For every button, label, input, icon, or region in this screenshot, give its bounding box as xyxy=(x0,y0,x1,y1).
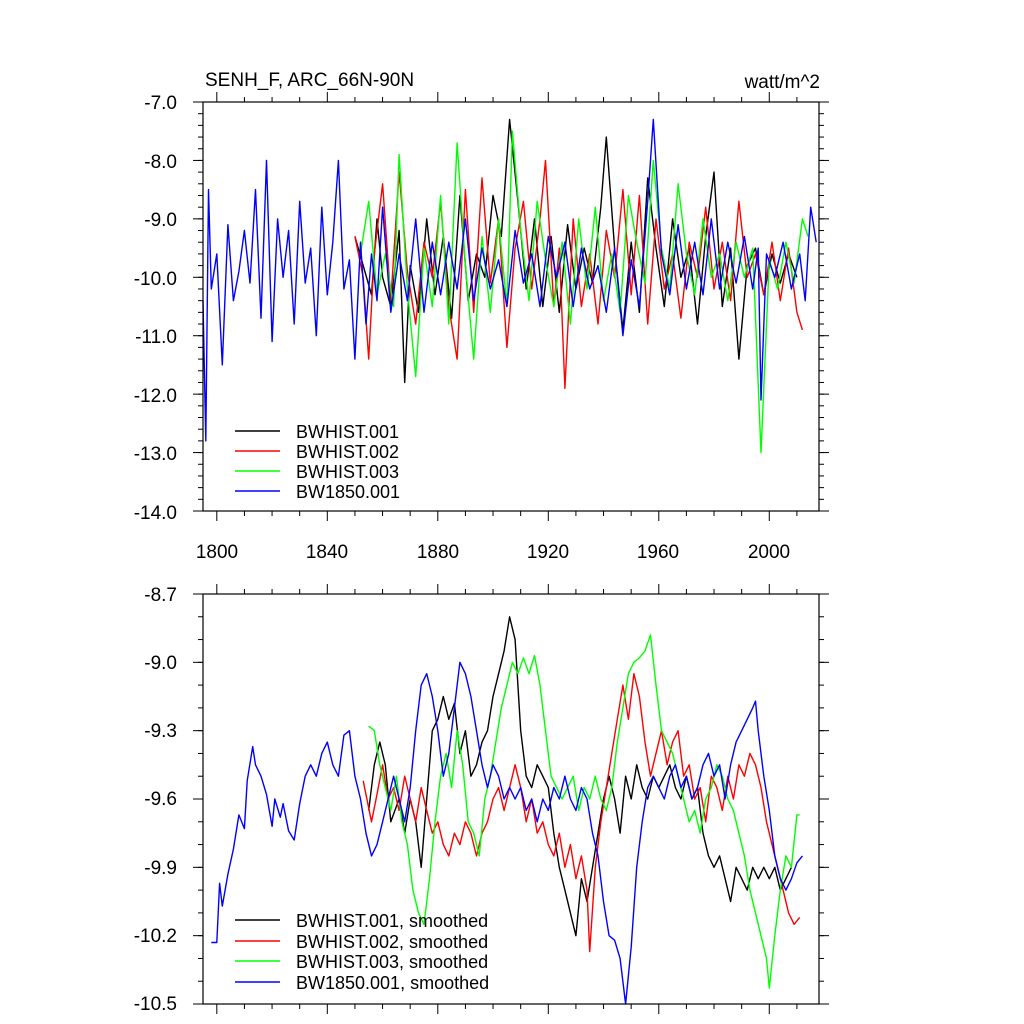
bottom-axis-ticks xyxy=(193,584,829,1014)
top-y-tick-label: -8.0 xyxy=(144,152,177,173)
top-y-tick-label: -13.0 xyxy=(134,444,177,465)
legend-label-bwhist-002: BWHIST.002 xyxy=(296,442,399,462)
x-tick-label: 1840 xyxy=(306,542,348,563)
legend-label-bwhist-001-smoothed: BWHIST.001, smoothed xyxy=(296,911,488,931)
bottom-plot-frame xyxy=(202,593,820,1005)
top-plot-frame xyxy=(202,101,820,512)
bottom-y-tick-label: -9.0 xyxy=(144,653,177,674)
top-y-tick-label: -7.0 xyxy=(144,93,177,114)
top-series-group xyxy=(202,118,817,454)
series-line-bwhist-003-smoothed xyxy=(368,634,800,989)
top-legend: BWHIST.001 BWHIST.002 BWHIST.003 BW1850.… xyxy=(235,422,400,502)
bottom-series-group xyxy=(211,616,803,1005)
top-y-tick-labels: -7.0 -8.0 -9.0 -10.0 -11.0 -12.0 -13.0 -… xyxy=(134,93,177,524)
series-line-bwhist-002 xyxy=(354,159,804,389)
series-line-bwhist-002-smoothed xyxy=(362,673,801,953)
top-axis-ticks xyxy=(193,92,829,521)
top-panel: SENH_F, ARC_66N-90N watt/m^2 -7.0 -8.0 -… xyxy=(134,70,829,563)
legend-label-bw1850-001-smoothed: BW1850.001, smoothed xyxy=(296,973,489,993)
bottom-y-tick-label: -8.7 xyxy=(144,585,177,606)
legend-label-bwhist-003-smoothed: BWHIST.003, smoothed xyxy=(296,952,488,972)
bottom-y-tick-label: -9.3 xyxy=(144,721,177,742)
legend-label-bw1850-001: BW1850.001 xyxy=(296,482,400,502)
top-y-tick-label: -12.0 xyxy=(134,386,177,407)
x-tick-label: 1960 xyxy=(637,542,679,563)
series-line-bw1850-001 xyxy=(202,118,817,442)
bottom-panel: -8.7 -9.0 -9.3 -9.6 -9.9 -10.2 -10.5 BWH… xyxy=(134,584,829,1015)
x-tick-label: 2000 xyxy=(748,542,790,563)
bottom-y-tick-label: -10.5 xyxy=(134,994,177,1015)
x-tick-label: 1880 xyxy=(417,542,459,563)
top-y-tick-label: -9.0 xyxy=(144,210,177,231)
top-y-tick-label: -10.0 xyxy=(134,269,177,290)
top-x-tick-labels: 1800 1840 1880 1920 1960 2000 xyxy=(196,542,790,563)
bottom-legend: BWHIST.001, smoothed BWHIST.002, smoothe… xyxy=(235,911,489,993)
bottom-y-tick-label: -10.2 xyxy=(134,926,177,947)
legend-label-bwhist-003: BWHIST.003 xyxy=(296,462,399,482)
bottom-y-tick-label: -9.6 xyxy=(144,789,177,810)
x-tick-label: 1800 xyxy=(196,542,238,563)
top-panel-units: watt/m^2 xyxy=(744,72,820,93)
bottom-y-tick-label: -9.9 xyxy=(144,858,177,879)
top-y-tick-label: -14.0 xyxy=(134,503,177,524)
top-y-tick-label: -11.0 xyxy=(135,327,177,348)
legend-label-bwhist-001: BWHIST.001 xyxy=(296,422,399,442)
series-line-bwhist-001-smoothed xyxy=(368,616,793,937)
series-line-bw1850-001-smoothed xyxy=(211,661,803,1005)
top-panel-title: SENH_F, ARC_66N-90N xyxy=(205,70,414,91)
bottom-y-tick-labels: -8.7 -9.0 -9.3 -9.6 -9.9 -10.2 -10.5 xyxy=(134,585,177,1015)
legend-label-bwhist-002-smoothed: BWHIST.002, smoothed xyxy=(296,932,488,952)
x-tick-label: 1920 xyxy=(527,542,569,563)
